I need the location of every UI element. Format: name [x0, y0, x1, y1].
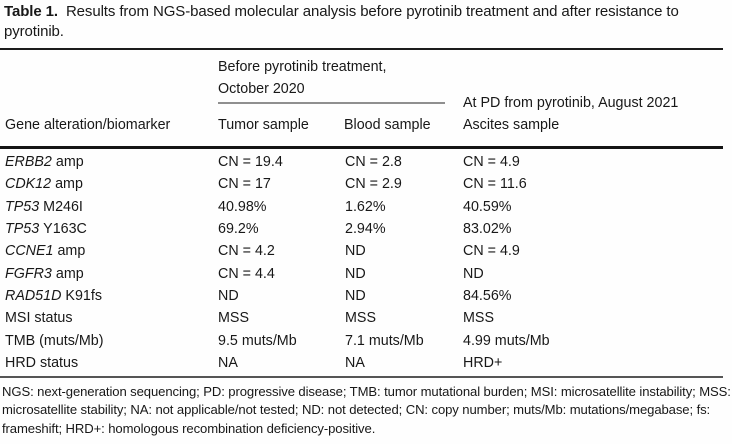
cell-tumor: 40.98%	[218, 198, 267, 215]
cell-ascites: CN = 11.6	[463, 176, 527, 193]
cell-ascites: 83.02%	[463, 221, 512, 238]
table-row: CDK12 amp CN = 17 CN = 2.9 CN = 11.6	[0, 173, 723, 195]
gene-alteration: MSI status	[5, 310, 73, 327]
table-caption-text: Results from NGS-based molecular analysi…	[4, 3, 679, 40]
cell-tumor: MSS	[218, 310, 249, 327]
gene-alteration: K91fs	[65, 287, 102, 304]
cell-blood: ND	[345, 265, 366, 282]
cell-gene: FGFR3 amp	[5, 266, 218, 282]
gene-alteration: TMB (muts/Mb)	[5, 332, 104, 349]
gene-symbol: TP53	[5, 221, 40, 238]
cell-blood: ND	[345, 287, 366, 304]
cell-ascites: ND	[463, 265, 484, 282]
table-row: MSI status MSS MSS MSS	[0, 307, 723, 329]
cell-tumor: 69.2%	[218, 221, 259, 238]
cell-blood: NA	[345, 354, 365, 371]
gene-symbol: CCNE1	[5, 243, 54, 260]
cell-ascites: CN = 4.9	[463, 154, 520, 171]
table-row: TP53 Y163C 69.2% 2.94% 83.02%	[0, 218, 723, 240]
cell-ascites: CN = 4.9	[463, 243, 520, 260]
gene-symbol: TP53	[5, 198, 40, 215]
cell-gene: MSI status	[5, 310, 218, 326]
bottom-rule	[0, 376, 723, 378]
col-header-ascites-sample: Ascites sample	[463, 117, 560, 133]
table-row: CCNE1 amp CN = 4.2 ND CN = 4.9	[0, 240, 723, 262]
table-row: TP53 M246I 40.98% 1.62% 40.59%	[0, 196, 723, 218]
gene-alteration: Y163C	[43, 221, 87, 238]
header-bottom-rule	[0, 146, 723, 149]
gene-symbol: CDK12	[5, 176, 52, 193]
gene-alteration: amp	[55, 154, 84, 171]
cell-gene: ERBB2 amp	[5, 154, 218, 170]
table-row: RAD51D K91fs ND ND 84.56%	[0, 285, 723, 307]
cell-gene: TMB (muts/Mb)	[5, 333, 218, 349]
column-group-pd-header: At PD from pyrotinib, August 2021	[463, 95, 679, 111]
cell-blood: MSS	[345, 310, 376, 327]
cell-tumor: CN = 17	[218, 176, 271, 193]
col-header-tumor-sample: Tumor sample	[218, 117, 309, 133]
cell-tumor: CN = 19.4	[218, 154, 283, 171]
cell-gene: HRD status	[5, 355, 218, 371]
cell-blood: CN = 2.8	[345, 154, 402, 171]
gene-alteration: M246I	[43, 198, 83, 215]
gene-alteration: amp	[55, 176, 83, 193]
cell-tumor: CN = 4.2	[218, 243, 275, 260]
group-span-rule	[218, 102, 445, 104]
table-row: FGFR3 amp CN = 4.4 ND ND	[0, 262, 723, 284]
gene-alteration: HRD status	[5, 354, 79, 371]
cell-blood: 7.1 muts/Mb	[345, 332, 424, 349]
cell-blood: 2.94%	[345, 221, 386, 238]
cell-gene: TP53 Y163C	[5, 221, 218, 237]
gene-symbol: FGFR3	[5, 265, 52, 282]
table-caption-label: Table 1.	[4, 3, 58, 20]
table-row: ERBB2 amp CN = 19.4 CN = 2.8 CN = 4.9	[0, 151, 723, 173]
cell-gene: TP53 M246I	[5, 199, 218, 215]
col-header-gene-alteration: Gene alteration/biomarker	[5, 117, 171, 133]
cell-gene: CDK12 amp	[5, 176, 218, 192]
gene-alteration: amp	[57, 243, 86, 260]
table-row: TMB (muts/Mb) 9.5 muts/Mb 7.1 muts/Mb 4.…	[0, 329, 723, 351]
cell-ascites: 40.59%	[463, 198, 512, 215]
cell-tumor: NA	[218, 354, 238, 371]
cell-tumor: 9.5 muts/Mb	[218, 332, 297, 349]
cell-ascites: 4.99 muts/Mb	[463, 332, 550, 349]
top-rule	[0, 48, 723, 50]
cell-tumor: CN = 4.4	[218, 265, 275, 282]
table-row: HRD status NA NA HRD+	[0, 352, 723, 374]
cell-ascites: MSS	[463, 310, 494, 327]
col-header-blood-sample: Blood sample	[344, 117, 431, 133]
cell-blood: ND	[345, 243, 366, 260]
cell-ascites: 84.56%	[463, 287, 512, 304]
cell-ascites: HRD+	[463, 354, 503, 371]
cell-gene: CCNE1 amp	[5, 243, 218, 259]
column-group-before-header: Before pyrotinib treatment, October 2020	[218, 59, 387, 97]
gene-symbol: RAD51D	[5, 287, 62, 304]
gene-symbol: ERBB2	[5, 154, 52, 171]
cell-gene: RAD51D K91fs	[5, 288, 218, 304]
table-body: ERBB2 amp CN = 19.4 CN = 2.8 CN = 4.9 CDK…	[0, 151, 723, 374]
gene-alteration: amp	[55, 265, 84, 282]
table-footnote: NGS: next-generation sequencing; PD: pro…	[2, 384, 731, 436]
cell-tumor: ND	[218, 287, 239, 304]
cell-blood: CN = 2.9	[345, 176, 402, 193]
table-caption: Table 1. Results from NGS-based molecular…	[4, 2, 712, 41]
cell-blood: 1.62%	[345, 198, 386, 215]
